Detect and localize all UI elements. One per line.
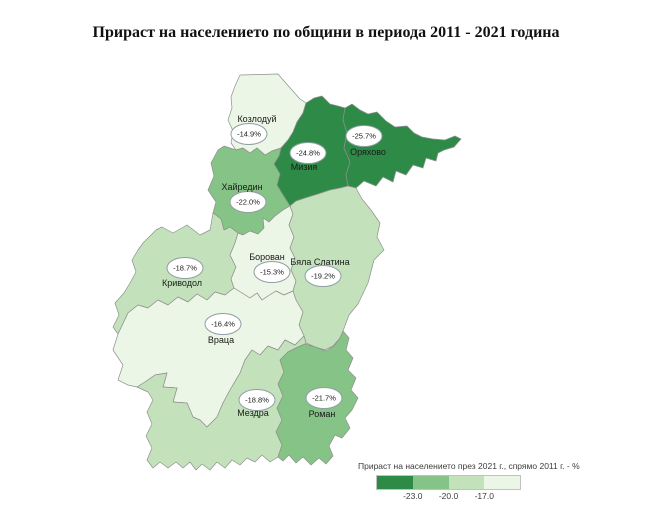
value-badge-byala-slatina xyxy=(304,265,342,287)
value-text-kozloduy: -14.9% xyxy=(237,130,261,139)
value-badge-krivodol xyxy=(166,257,204,279)
region-annotation-oryahovo: -25.7% Оряхово xyxy=(345,125,386,157)
region-label-byala-slatina: Бяла Слатина xyxy=(290,257,349,267)
legend-title: Прираст на населението през 2021 г., спр… xyxy=(358,461,580,471)
legend-tick-label: -23.0 xyxy=(403,491,423,501)
legend-tick-label: -17.0 xyxy=(474,491,494,501)
region-label-krivodol: Криводол xyxy=(162,278,202,288)
legend-color-bar xyxy=(376,475,521,490)
value-badge-hayredin xyxy=(229,191,267,213)
value-badge-mizia xyxy=(289,142,327,164)
value-text-oryahovo: -25.7% xyxy=(352,132,376,141)
region-annotation-hayredin: -22.0% Хайредин xyxy=(221,182,267,213)
legend-color-segment-4 xyxy=(484,476,520,489)
region-annotation-byala-slatina: -19.2% Бяла Слатина xyxy=(290,257,350,287)
value-badge-vratsa xyxy=(204,313,242,335)
legend-color-segment-2 xyxy=(412,476,449,489)
legend-ticks: -23.0 -20.0 -17.0 xyxy=(377,489,520,502)
region-annotation-kozloduy: -14.9% Козлодуй xyxy=(230,114,277,145)
region-label-hayredin: Хайредин xyxy=(221,182,262,192)
region-label-roman: Роман xyxy=(309,409,336,419)
legend-color-segment-3 xyxy=(448,476,485,489)
region-label-vratsa: Враца xyxy=(208,335,234,345)
region-label-mizia: Мизия xyxy=(291,162,318,172)
region-label-mezdra: Мездра xyxy=(237,408,269,418)
legend: Прираст на населението през 2021 г., спр… xyxy=(358,461,580,502)
region-annotation-vratsa: -16.4% Враца xyxy=(204,313,242,345)
value-badge-mezdra xyxy=(238,389,276,411)
value-text-hayredin: -22.0% xyxy=(236,198,260,207)
region-byala-slatina xyxy=(288,185,385,351)
legend-color-segment-1 xyxy=(377,476,413,489)
value-text-vratsa: -16.4% xyxy=(211,320,235,329)
value-text-byala-slatina: -19.2% xyxy=(311,272,335,281)
chart-title: Прираст на населението по общини в перио… xyxy=(92,24,560,41)
value-text-mizia: -24.8% xyxy=(296,149,320,158)
region-label-kozloduy: Козлодуй xyxy=(237,114,276,124)
value-badge-borovan xyxy=(253,261,291,283)
value-badge-kozloduy xyxy=(230,123,268,145)
region-label-oryahovo: Оряхово xyxy=(350,147,386,157)
value-badge-oryahovo xyxy=(345,125,383,147)
value-badge-roman xyxy=(305,387,343,409)
region-annotation-mezdra: -18.8% Мездра xyxy=(237,389,276,418)
region-annotation-borovan: -15.3% Борован xyxy=(249,252,291,283)
value-text-mezdra: -18.8% xyxy=(245,396,269,405)
region-oryahovo xyxy=(342,103,462,189)
region-label-borovan: Борован xyxy=(249,252,285,262)
region-annotation-mizia: -24.8% Мизия xyxy=(289,142,327,172)
region-annotation-roman: -21.7% Роман xyxy=(305,387,343,419)
region-annotation-krivodol: -18.7% Криводол xyxy=(162,257,204,288)
legend-tick-label: -20.0 xyxy=(438,491,459,501)
value-text-borovan: -15.3% xyxy=(260,268,284,277)
value-text-roman: -21.7% xyxy=(312,394,336,403)
value-text-krivodol: -18.7% xyxy=(173,264,197,273)
